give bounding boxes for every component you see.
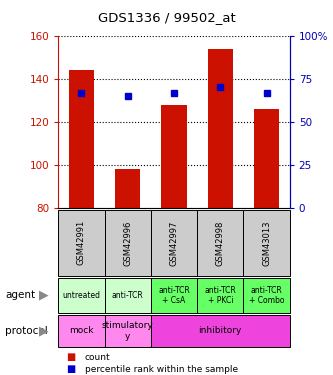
Text: percentile rank within the sample: percentile rank within the sample [85,365,238,374]
Bar [105,210,151,276]
Bar [115,170,141,208]
Bar [105,278,151,313]
Bar [243,210,290,276]
Text: ■: ■ [67,364,76,374]
Text: anti-TCR: anti-TCR [112,291,144,300]
Bar [105,315,151,347]
Bar [197,278,243,313]
Text: GSM42997: GSM42997 [169,220,178,266]
Text: GSM42991: GSM42991 [77,220,86,266]
Bar [197,210,243,276]
Bar [254,109,279,208]
Bar [207,49,233,208]
Bar [58,278,105,313]
Bar [58,210,105,276]
Text: ■: ■ [67,352,76,362]
Bar [58,315,105,347]
Text: GSM42998: GSM42998 [216,220,225,266]
Text: agent: agent [5,290,35,300]
Text: GSM43013: GSM43013 [262,220,271,266]
Bar [151,210,197,276]
Text: protocol: protocol [5,326,48,336]
Text: anti-TCR
+ PKCi: anti-TCR + PKCi [204,286,236,305]
Text: mock: mock [69,326,94,335]
Text: anti-TCR
+ Combo: anti-TCR + Combo [249,286,284,305]
Text: stimulatory
y: stimulatory y [102,321,154,340]
Text: ▶: ▶ [39,289,48,302]
Bar [151,315,290,347]
Text: inhibitory: inhibitory [198,326,242,335]
Bar [69,70,94,208]
Text: anti-TCR
+ CsA: anti-TCR + CsA [158,286,190,305]
Bar [243,278,290,313]
Bar [161,105,187,208]
Text: untreated: untreated [62,291,101,300]
Text: GSM42996: GSM42996 [123,220,132,266]
Bar [151,278,197,313]
Text: ▶: ▶ [39,324,48,338]
Text: count: count [85,352,111,362]
Text: GDS1336 / 99502_at: GDS1336 / 99502_at [98,11,235,24]
